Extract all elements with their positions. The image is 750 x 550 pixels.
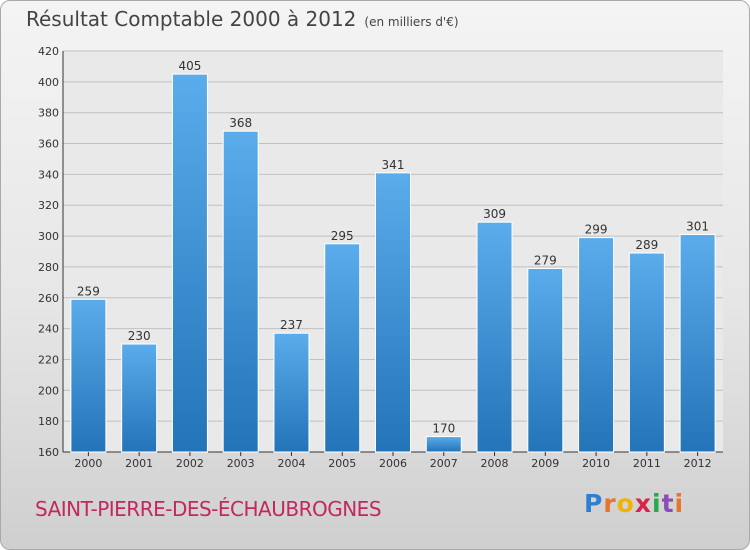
bar-value-label: 309 — [483, 207, 506, 221]
bar-value-label: 368 — [229, 116, 252, 130]
bar-2002 — [171, 73, 208, 453]
bar-2006 — [375, 172, 411, 453]
bar-value-label: 289 — [635, 238, 658, 252]
x-tick-label: 2004 — [277, 457, 305, 470]
y-tick-label: 340 — [38, 168, 59, 181]
y-tick-label: 380 — [38, 107, 59, 120]
bar-2011 — [628, 252, 665, 453]
bar-value-label: 295 — [331, 229, 354, 243]
y-tick-label: 240 — [38, 323, 59, 336]
bar-2000 — [70, 298, 107, 453]
y-tick-label: 260 — [38, 292, 59, 305]
x-tick-label: 2007 — [430, 457, 458, 470]
bar-2009 — [527, 267, 564, 453]
y-tick-label: 360 — [38, 138, 59, 151]
x-tick-label: 2006 — [379, 457, 407, 470]
commune-name: SAINT-PIERRE-DES-ÉCHAUBROGNES — [35, 497, 382, 521]
x-tick-label: 2010 — [582, 457, 610, 470]
bar-value-label: 341 — [382, 158, 405, 172]
x-tick-label: 2008 — [481, 457, 509, 470]
proxiti-logo: Proxiti — [584, 489, 685, 518]
x-tick-label: 2009 — [531, 457, 559, 470]
bar-value-label: 230 — [128, 329, 151, 343]
x-tick-label: 2002 — [176, 457, 204, 470]
bar-value-label: 170 — [432, 422, 455, 436]
bar-value-label: 405 — [178, 59, 201, 73]
x-tick-label: 2011 — [633, 457, 661, 470]
chart-title-block: Résultat Comptable 2000 à 2012 (en millie… — [26, 7, 459, 31]
bar-2005 — [324, 243, 361, 453]
x-tick-label: 2001 — [125, 457, 153, 470]
y-tick-label: 280 — [38, 261, 59, 274]
y-tick-label: 420 — [38, 45, 59, 58]
x-tick-label: 2012 — [684, 457, 712, 470]
bar-2008 — [476, 221, 513, 453]
bar-2003 — [222, 130, 259, 453]
y-tick-label: 300 — [38, 230, 59, 243]
bar-2004 — [273, 332, 310, 453]
y-tick-label: 220 — [38, 353, 59, 366]
bar-value-label: 301 — [686, 220, 709, 234]
bar-2012 — [679, 234, 716, 453]
y-tick-label: 180 — [38, 415, 59, 428]
y-tick-label: 200 — [38, 384, 59, 397]
y-tick-label: 400 — [38, 76, 59, 89]
bar-2001 — [121, 343, 158, 453]
bar-2007 — [425, 436, 462, 453]
bar-value-label: 299 — [585, 223, 608, 237]
y-tick-label: 160 — [38, 446, 59, 459]
chart-subtitle: (en milliers d'€) — [364, 15, 459, 29]
bar-value-label: 279 — [534, 253, 557, 267]
bar-value-label: 237 — [280, 318, 303, 332]
x-tick-label: 2005 — [328, 457, 356, 470]
bar-value-label: 259 — [77, 284, 100, 298]
y-tick-label: 320 — [38, 199, 59, 212]
x-tick-label: 2000 — [74, 457, 102, 470]
bar-2010 — [578, 237, 615, 453]
chart-title: Résultat Comptable 2000 à 2012 — [26, 7, 357, 31]
x-tick-label: 2003 — [227, 457, 255, 470]
